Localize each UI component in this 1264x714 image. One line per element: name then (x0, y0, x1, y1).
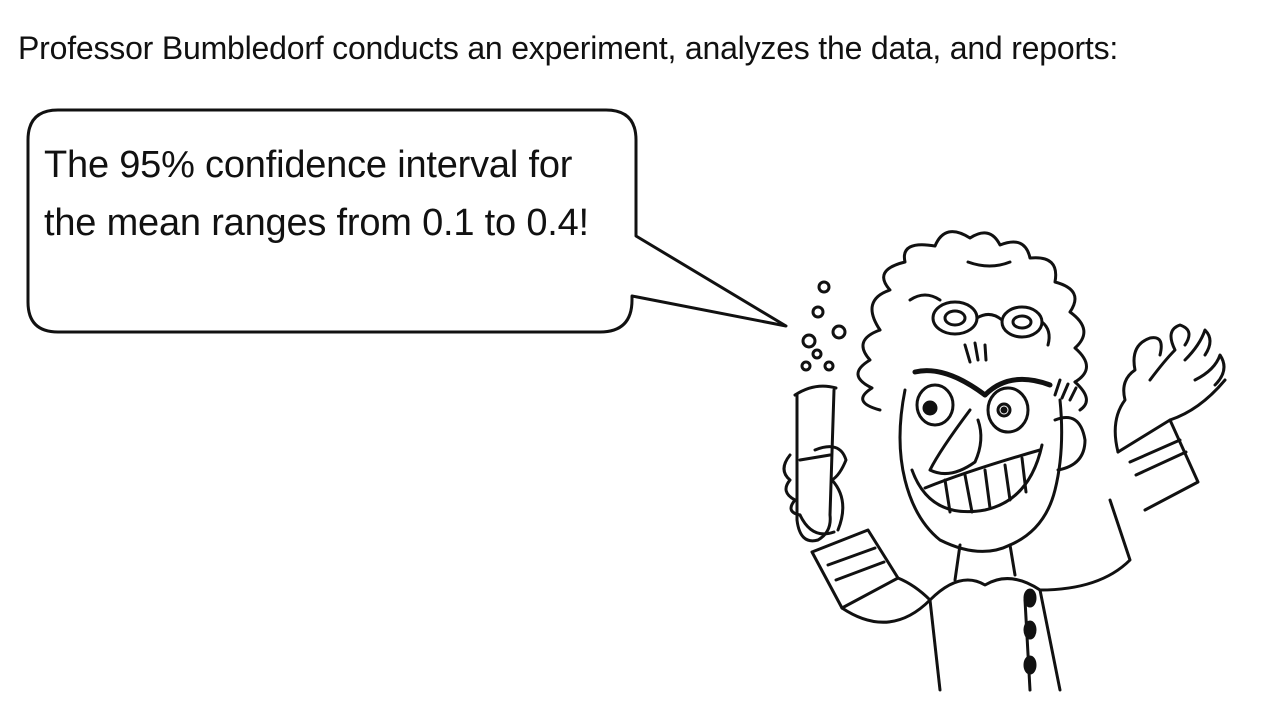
left-eyebrow (912, 368, 988, 398)
goggles-icon (931, 300, 1051, 347)
intro-caption: Professor Bumbledorf conducts an experim… (18, 30, 1119, 66)
speech-bubble-outline (26, 108, 788, 334)
speech-bubble-text: The 95% confidence interval for the mean… (44, 144, 589, 244)
eyes-icon (915, 383, 1030, 434)
lab-coat-icon (928, 588, 1062, 692)
brow-furrows (963, 341, 988, 364)
bubbles-icon (800, 280, 847, 372)
neck (953, 543, 1017, 582)
nose-icon (928, 408, 983, 476)
right-arm-icon (1038, 418, 1200, 592)
right-hand-icon (1113, 323, 1227, 454)
right-eyebrow (982, 376, 1053, 398)
sideburns (1053, 378, 1078, 402)
left-arm (840, 598, 932, 624)
hair-icon (856, 230, 1088, 412)
test-tube-icon (793, 384, 838, 543)
face-icon (898, 388, 1087, 553)
grin-icon (910, 443, 1044, 514)
left-sleeve-icon (810, 528, 900, 610)
left-hand-icon (782, 445, 848, 536)
collar (928, 577, 1042, 602)
